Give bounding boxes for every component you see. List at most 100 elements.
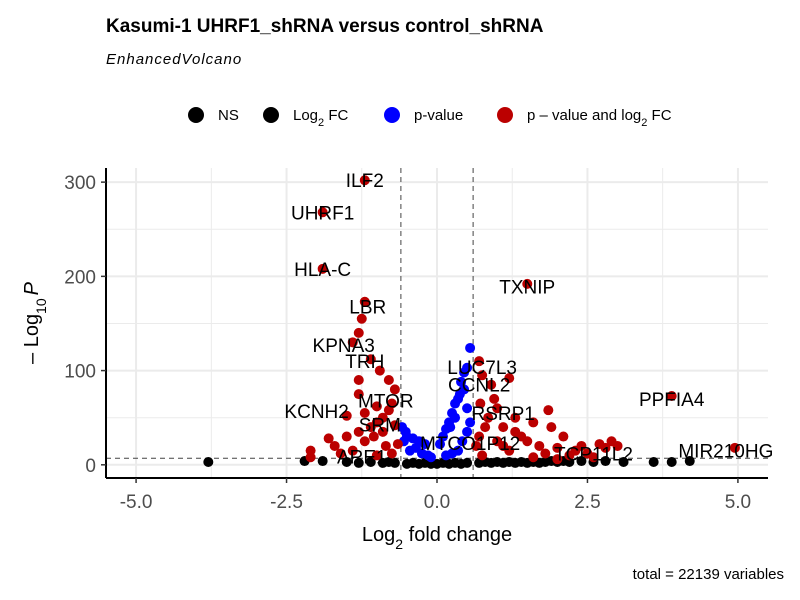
point-both <box>528 452 539 463</box>
point-both <box>353 375 364 386</box>
point-pvalue <box>438 431 449 442</box>
point-both <box>729 442 740 453</box>
point-both <box>477 370 488 381</box>
cutoff-lines <box>106 168 768 478</box>
point-both <box>498 440 509 451</box>
point-both <box>552 454 563 465</box>
point-both <box>474 356 485 367</box>
point-ns <box>353 457 364 468</box>
point-both <box>540 448 551 459</box>
point-both <box>353 327 364 338</box>
point-both <box>543 405 554 416</box>
point-pvalue <box>425 452 436 463</box>
point-both <box>528 417 539 428</box>
gene-label: MTCO1P12 <box>420 434 520 455</box>
point-both <box>368 431 379 442</box>
point-both <box>510 412 521 423</box>
gene-label: UHRF1 <box>291 203 354 224</box>
legend-marker-pvalue <box>384 107 400 123</box>
gene-label: RSRP1 <box>472 404 535 425</box>
legend: NS Log2 FC p-value p – value and log2 FC <box>188 107 672 129</box>
point-both <box>522 278 533 289</box>
chart-subtitle: EnhancedVolcano <box>106 51 243 68</box>
data-points <box>203 175 740 469</box>
point-both <box>383 375 394 386</box>
point-ns <box>666 456 677 467</box>
gene-label: MIR210HG <box>678 442 773 463</box>
point-ns <box>317 456 328 467</box>
point-pvalue <box>445 422 456 433</box>
point-both <box>359 296 370 307</box>
point-both <box>492 403 503 414</box>
point-ns <box>389 457 400 468</box>
point-both <box>359 407 370 418</box>
point-both <box>341 431 352 442</box>
point-both <box>504 373 515 384</box>
gene-label: TXNIP <box>499 278 555 299</box>
point-both <box>588 452 599 463</box>
point-both <box>347 445 358 456</box>
point-both <box>486 379 497 390</box>
point-both <box>392 439 403 450</box>
point-pvalue <box>435 439 446 450</box>
point-pvalue <box>454 389 465 400</box>
point-both <box>546 422 557 433</box>
point-both <box>477 450 488 461</box>
gene-label: LUC7L3 <box>447 358 517 379</box>
gene-label: MTOR <box>358 392 414 413</box>
point-both <box>474 431 485 442</box>
point-pvalue <box>450 398 461 409</box>
point-both <box>483 412 494 423</box>
point-both <box>576 440 587 451</box>
point-both <box>371 401 382 412</box>
point-pvalue <box>465 417 476 428</box>
x-tick-label: -5.0 <box>120 492 153 513</box>
point-both <box>498 422 509 433</box>
point-both <box>374 365 385 376</box>
point-both <box>365 354 376 365</box>
point-both <box>475 398 486 409</box>
gene-label: ARE1 <box>337 447 387 468</box>
point-both <box>353 426 364 437</box>
point-ns <box>600 456 611 467</box>
chart-caption: total = 22139 variables <box>632 566 784 583</box>
point-both <box>359 436 370 447</box>
y-tick-label: 300 <box>64 173 96 194</box>
point-pvalue <box>441 450 452 461</box>
point-both <box>359 175 370 186</box>
gene-label: KPNA3 <box>313 336 375 357</box>
legend-marker-both <box>497 107 513 123</box>
point-both <box>341 410 352 421</box>
gene-label: PPFIA4 <box>639 390 705 411</box>
point-both <box>600 442 611 453</box>
legend-label-log2fc: Log2 FC <box>293 107 348 129</box>
point-ns <box>684 456 695 467</box>
legend-label-pvalue: p-value <box>414 107 463 124</box>
point-both <box>480 422 491 433</box>
x-tick-label: 5.0 <box>725 492 751 513</box>
point-both <box>383 405 394 416</box>
point-pvalue <box>465 342 476 353</box>
gene-label: TRH <box>345 352 384 373</box>
point-both <box>386 448 397 459</box>
axes: -5.0 -2.5 0.0 2.5 5.0 0 100 200 300 Log2 fold cha… <box>21 168 768 552</box>
point-pvalue <box>450 412 461 423</box>
point-both <box>380 440 391 451</box>
point-both <box>347 337 358 348</box>
point-both <box>356 313 367 324</box>
point-both <box>323 433 334 444</box>
point-both <box>471 440 482 451</box>
gene-label: KCNH2 <box>284 402 348 423</box>
point-both <box>377 426 388 437</box>
point-both <box>365 422 376 433</box>
gene-label: HLA-C <box>294 260 351 281</box>
point-both <box>534 440 545 451</box>
x-tick-label: 2.5 <box>574 492 600 513</box>
point-both <box>305 452 316 463</box>
point-ns <box>341 456 352 467</box>
point-pvalue <box>462 403 473 414</box>
x-tick-label: 0.0 <box>424 492 450 513</box>
legend-label-both: p – value and log2 FC <box>527 107 672 129</box>
